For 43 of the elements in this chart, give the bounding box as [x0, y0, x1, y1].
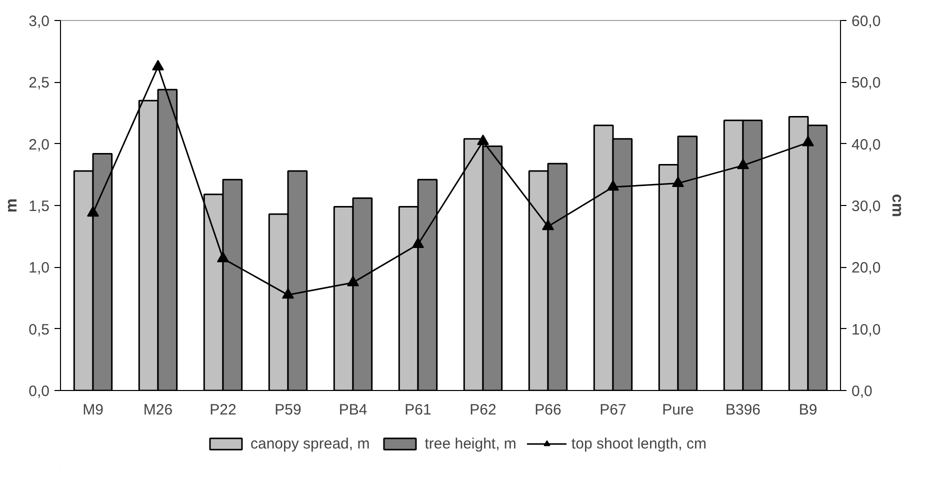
x-tick-label: P61: [404, 402, 432, 418]
x-tick-label: PB4: [338, 402, 368, 418]
point: [477, 134, 489, 146]
legend-label: canopy spread, m: [250, 435, 370, 452]
y2-tick-label: 50,0: [852, 74, 881, 92]
y-tick-label: 1,5: [28, 198, 50, 215]
legend-label: top shoot length, cm: [571, 435, 707, 452]
y-tick-label: 3,0: [28, 13, 50, 30]
x-tick-label: P66: [534, 402, 562, 418]
y-tick-label: 0,0: [28, 383, 50, 400]
x-tick-label: M9: [82, 402, 104, 418]
x-tick-label: P59: [274, 402, 302, 418]
point: [152, 60, 164, 70]
y2-tick-label: 10,0: [852, 321, 881, 338]
point: [737, 158, 749, 170]
y-tick-label: 1,0: [28, 260, 50, 277]
point: [412, 238, 424, 248]
point: [217, 252, 229, 262]
point: [347, 276, 359, 286]
x-tick-label: P67: [600, 402, 626, 418]
x-tick-label: B9: [798, 402, 818, 418]
y2-axis-title: cm: [888, 194, 906, 218]
y-tick-label: 2,5: [28, 74, 50, 92]
y-tick-label: 2,0: [28, 136, 50, 154]
y2-tick-label: 30,0: [852, 198, 881, 215]
y2-tick-label: 0,0: [852, 383, 872, 400]
x-tick-label: B396: [725, 402, 761, 418]
point: [282, 288, 294, 299]
legend-label: tree height, m: [424, 435, 516, 452]
x-tick-label: M26: [143, 402, 173, 418]
point: [607, 180, 619, 191]
x-tick-label: P62: [470, 402, 496, 418]
y2-tick-label: 40,0: [852, 136, 881, 154]
point: [672, 176, 684, 187]
y-axis-title: m: [4, 198, 21, 213]
x-tick-label: Pure: [662, 402, 694, 418]
point: [542, 220, 554, 230]
point: [87, 206, 99, 217]
point: [802, 136, 814, 146]
y2-tick-label: 60,0: [852, 13, 881, 30]
y-tick-label: 0,5: [28, 321, 50, 338]
y2-tick-label: 20,0: [852, 260, 881, 277]
x-tick-label: P22: [210, 402, 236, 418]
